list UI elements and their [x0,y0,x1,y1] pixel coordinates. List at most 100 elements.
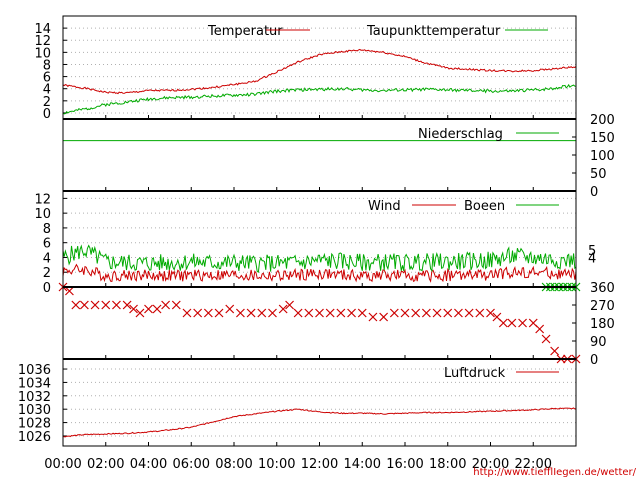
wind-direction-marker [225,304,235,314]
x-tick-label: 02:00 [87,457,124,472]
wind-direction-marker [541,334,551,344]
y-tick-label: 2 [43,95,51,110]
x-tick-label: 20:00 [472,457,509,472]
x-tick-label: 22:00 [515,457,552,472]
x-tick-label: 06:00 [173,457,210,472]
y-tick-label-right: 5 [588,244,596,259]
legend-label: Niederschlag [418,127,503,142]
y-tick-label: 10 [34,207,51,222]
wind-direction-marker [144,304,153,314]
wind-direction-marker [507,318,517,328]
wind-direction-marker [246,308,256,318]
wind-direction-marker [235,308,245,318]
wind-direction-marker [161,300,171,310]
wind-direction-marker [464,308,474,318]
wind-direction-marker [315,308,324,318]
wind-direction-marker [285,300,294,310]
wind-direction-marker [203,308,213,318]
y-tick-label: 8 [43,222,51,237]
wind-direction-marker [498,318,508,328]
panel-4: 0 90 180 270 360 [58,281,615,368]
wind-direction-marker [193,308,203,318]
legend-label: Luftdruck [444,366,506,381]
wind-direction-marker [475,308,485,318]
y-tick-label: 8 [43,58,51,73]
wind-direction-marker [122,300,132,310]
wind-direction-marker [135,308,145,318]
y-tick-label: 10 [34,46,51,61]
wind-direction-marker [257,308,267,318]
wind-direction-marker [214,308,224,318]
y-tick-label: 50 [590,167,607,182]
legend-label: Temperatur [207,24,283,39]
wind-direction-marker [518,318,527,328]
y-tick-label: 1030 [18,403,51,418]
series-line [62,407,577,438]
y-tick-label: 1036 [18,363,51,378]
wind-direction-marker [79,300,89,310]
wind-direction-marker [368,312,378,322]
y-tick-label: 90 [590,335,607,350]
x-tick-label: 00:00 [44,457,81,472]
wind-direction-marker [304,308,314,318]
y-tick-label: 2 [43,266,51,281]
wind-direction-marker [152,304,162,314]
wind-direction-marker [64,286,74,296]
wind-direction-marker [112,300,121,310]
wind-direction-marker [379,312,389,322]
legend-label: Wind [368,199,401,214]
y-tick-label: 200 [590,113,615,128]
y-tick-label: 270 [590,299,615,314]
source-url: http://www.tiefflIegen.de/wetter/ [473,467,636,478]
y-tick-label: 180 [590,317,615,332]
y-tick-label: 1028 [18,417,51,432]
x-tick-label: 14:00 [344,457,381,472]
y-tick-label: 360 [590,281,615,296]
x-tick-label: 08:00 [215,457,252,472]
wind-direction-marker [389,308,399,318]
wind-direction-marker [486,308,495,318]
y-tick-label: 0 [43,281,51,296]
wind-direction-marker [268,308,277,318]
wind-direction-marker [357,308,367,318]
y-tick-label: 4 [43,251,51,266]
y-tick-label: 0 [590,185,598,200]
wind-direction-marker [278,304,288,314]
x-tick-label: 18:00 [429,457,466,472]
series-line [62,48,577,95]
y-tick-label: 4 [43,83,51,98]
y-tick-label: 12 [34,34,51,49]
wind-direction-marker [400,308,410,318]
wind-direction-marker [535,324,545,334]
y-tick-label: 0 [590,353,598,368]
y-tick-label: 14 [34,22,51,37]
wind-direction-marker [182,308,192,318]
wind-direction-marker [293,308,303,318]
y-tick-label: 1026 [18,430,51,445]
panel-2: 0 50 100 150 200 Niederschlag [62,113,615,200]
wind-direction-marker [421,308,431,318]
wind-direction-marker [432,308,442,318]
panel-frame [62,286,577,360]
wind-direction-marker [71,300,81,310]
series-line [62,83,577,115]
wind-direction-marker [171,300,181,310]
wind-direction-marker [411,308,421,318]
y-tick-label: 100 [590,149,615,164]
y-tick-label: 6 [43,237,51,252]
legend-label: Boeen [464,199,505,214]
wind-direction-marker [101,300,111,310]
y-tick-label-right: 4 [588,251,596,266]
wind-direction-marker [90,300,100,310]
series-line [62,244,577,273]
y-tick-label: 6 [43,71,51,86]
x-tick-label: 12:00 [301,457,338,472]
wind-direction-marker [443,308,453,318]
wind-direction-marker [347,308,356,318]
wind-direction-marker [129,304,138,314]
